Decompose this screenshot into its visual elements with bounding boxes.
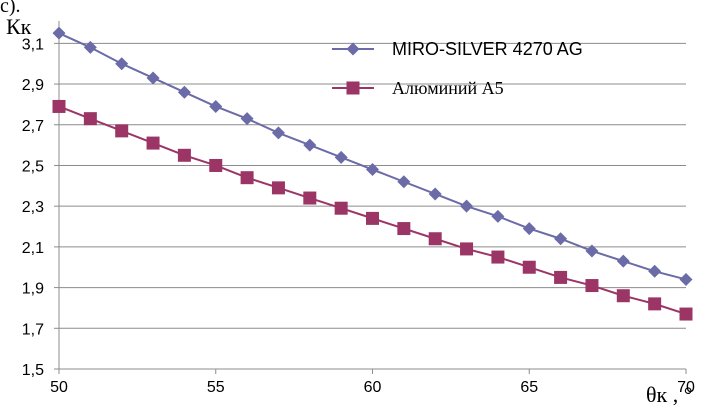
data-point [491, 209, 505, 223]
x-tick-label: 60 [364, 379, 382, 396]
legend-marker-diamond [346, 42, 360, 56]
x-tick-labels: 50 55 60 65 70 [50, 379, 695, 396]
y-tick-label: 2,3 [22, 199, 44, 216]
top-text: с). [0, 0, 21, 17]
data-point [397, 222, 411, 236]
legend-item-miro: MIRO-SILVER 4270 AG [332, 39, 583, 59]
x-tick-label: 55 [207, 379, 225, 396]
data-point [52, 26, 66, 40]
y-tick-label: 1,5 [22, 362, 44, 379]
data-point [428, 232, 442, 246]
data-point [397, 175, 411, 189]
data-point [554, 270, 568, 284]
data-point [585, 279, 599, 293]
data-point [491, 250, 505, 264]
data-point [209, 158, 223, 172]
data-point [616, 254, 630, 268]
y-tick-labels: 1,5 1,7 1,9 2,1 2,3 2,5 2,7 2,9 3,1 [22, 36, 44, 379]
data-point [585, 244, 599, 258]
x-tick-label: 70 [677, 379, 695, 396]
y-tick-label: 2,9 [22, 77, 44, 94]
data-point [366, 211, 379, 225]
data-point [115, 124, 129, 138]
legend: MIRO-SILVER 4270 AG Алюминий А5 [332, 39, 583, 98]
data-point [146, 71, 160, 85]
x-tick-label: 50 [50, 379, 68, 396]
legend-marker-square [346, 81, 360, 95]
y-tick-label: 2,1 [22, 240, 44, 257]
data-point [460, 242, 474, 256]
data-point [303, 138, 317, 152]
y-tick-label: 3,1 [22, 36, 44, 53]
y-tick-label: 1,7 [22, 321, 44, 338]
data-point [115, 57, 129, 71]
data-point [209, 99, 223, 113]
data-point [648, 264, 662, 278]
x-tick-label: 65 [520, 379, 538, 396]
data-point [616, 289, 630, 303]
data-point [83, 112, 97, 126]
legend-label-miro: MIRO-SILVER 4270 AG [392, 39, 583, 59]
data-point [428, 187, 442, 201]
legend-label-aluminium: Алюминий А5 [392, 78, 504, 98]
data-point [177, 85, 191, 99]
series-line [58, 32, 687, 281]
y-axis-label: Кк [6, 14, 32, 39]
data-point [240, 112, 254, 126]
data-point [679, 307, 693, 321]
data-point [366, 163, 379, 177]
data-point [83, 40, 97, 54]
x-axis-label: θк , ° [646, 382, 693, 407]
data-point [303, 191, 317, 205]
y-tick-label: 2,7 [22, 118, 44, 135]
data-point [271, 126, 285, 140]
series-group [52, 26, 693, 321]
data-point [460, 199, 474, 213]
series-aluminium [52, 99, 693, 321]
data-point [554, 232, 568, 246]
data-point [240, 171, 254, 185]
data-point [522, 260, 536, 274]
axes [54, 21, 687, 374]
data-point [522, 222, 536, 236]
data-point [648, 297, 662, 311]
data-point [146, 136, 160, 150]
data-point [334, 150, 348, 164]
data-point [679, 272, 693, 286]
series-miro-silver [52, 26, 693, 286]
legend-item-aluminium: Алюминий А5 [332, 78, 504, 98]
data-point [177, 148, 191, 162]
data-point [334, 201, 348, 215]
data-point [271, 181, 285, 195]
y-tick-label: 2,5 [22, 158, 44, 175]
data-point [52, 99, 66, 113]
y-tick-label: 1,9 [22, 281, 44, 298]
